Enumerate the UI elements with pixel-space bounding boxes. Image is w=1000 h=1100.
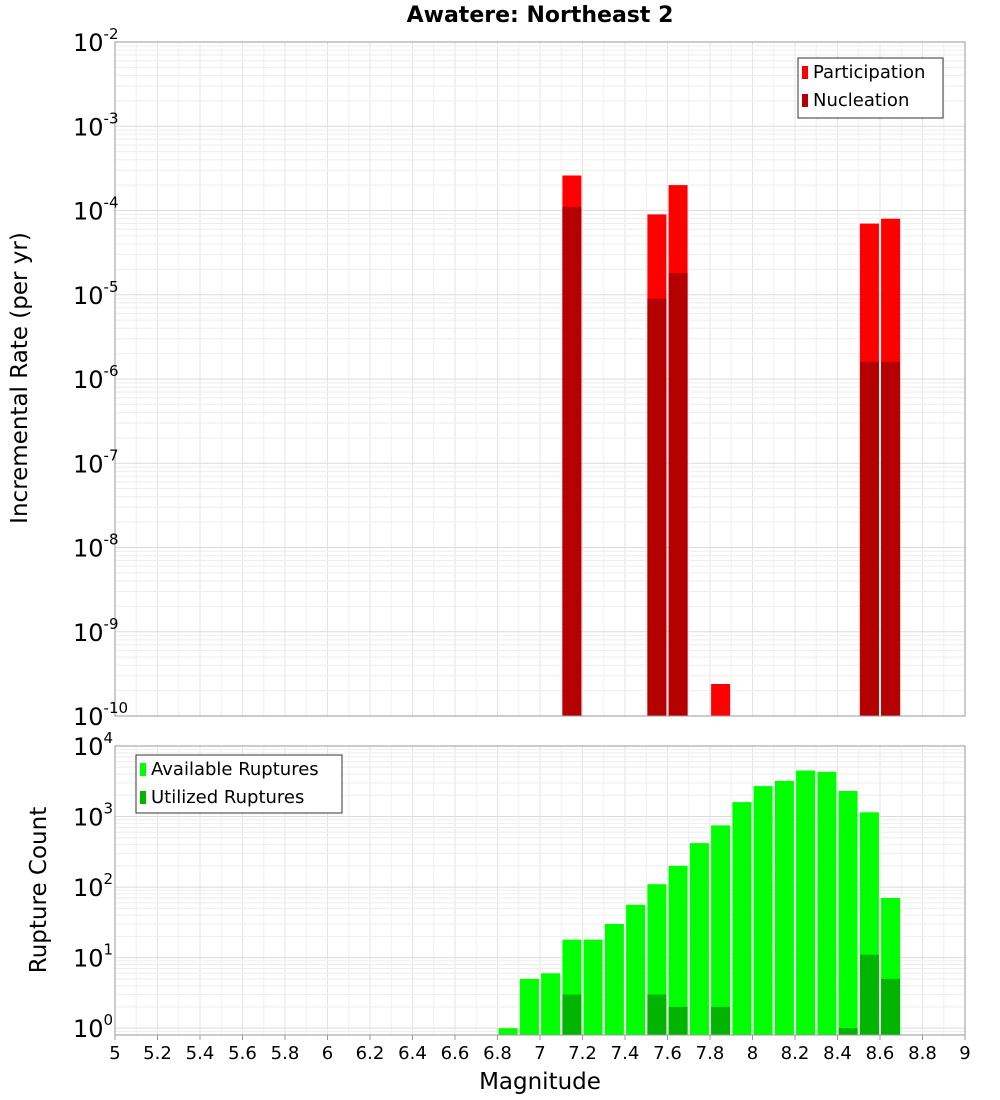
bottom-legend: Available Ruptures Utilized Ruptures	[135, 754, 343, 814]
legend-swatch	[802, 66, 808, 79]
x-tick-label: 9	[959, 1043, 970, 1064]
x-axis-title: Magnitude	[479, 1069, 601, 1095]
bottom-bar-available-ruptures	[774, 780, 794, 1035]
y-tick-label: 10-8	[73, 531, 119, 563]
legend-swatch	[140, 791, 146, 804]
bottom-bar-utilized-ruptures	[647, 994, 667, 1035]
y-tick-label: 100	[73, 1011, 113, 1043]
y-tick-label: 101	[73, 941, 113, 973]
bottom-bar-available-ruptures	[689, 843, 709, 1035]
top-bar-participation	[711, 684, 731, 716]
y-tick-label: 10-5	[73, 278, 119, 310]
y-tick-label: 10-4	[73, 194, 119, 226]
x-tick-label: 8.8	[908, 1043, 937, 1064]
top-bar-nucleation	[668, 273, 688, 716]
top-y-tick-labels: 10-10 10-9 10-8 10-7 10-6 10-5 10-4 10-3 10-2	[73, 25, 128, 731]
x-tick-label: 6.2	[356, 1043, 385, 1064]
x-tick-label: 8	[747, 1043, 758, 1064]
bottom-bar-available-ruptures	[541, 973, 561, 1035]
x-tick-labels: 5 5.2 5.4 5.6 5.8 6 6.2 6.4 6.6 6.8 7 7.2 7.4 7.6 7.8 8…	[109, 1035, 971, 1064]
legend-entry: Utilized Ruptures	[151, 787, 304, 808]
x-tick-label: 8.4	[823, 1043, 852, 1064]
bottom-y-axis-title: Rupture Count	[26, 807, 52, 973]
x-tick-label: 6	[322, 1043, 333, 1064]
x-tick-label: 7.4	[611, 1043, 640, 1064]
bottom-y-tick-labels: 100 101 102 103 104	[73, 729, 113, 1043]
legend-entry: Participation	[813, 62, 925, 83]
top-series-1	[562, 207, 901, 716]
bottom-bar-available-ruptures	[519, 978, 539, 1035]
x-tick-label: 5.8	[271, 1043, 300, 1064]
x-tick-label: 7	[534, 1043, 545, 1064]
x-tick-label: 6.4	[398, 1043, 427, 1064]
y-tick-label: 10-10	[73, 699, 128, 731]
bottom-bar-available-ruptures	[753, 786, 773, 1035]
x-tick-label: 5.4	[186, 1043, 215, 1064]
rupture-count-plot: Available Ruptures Utilized Ruptures	[114, 745, 966, 1036]
top-bar-nucleation	[647, 298, 667, 716]
top-y-axis-title: Incremental Rate (per yr)	[7, 232, 33, 524]
y-tick-label: 10-2	[73, 25, 119, 57]
y-tick-label: 10-9	[73, 615, 119, 647]
bottom-bar-available-ruptures	[583, 939, 603, 1035]
bottom-series-1	[562, 954, 901, 1035]
top-legend: Participation Nucleation	[797, 57, 944, 119]
bottom-bar-utilized-ruptures	[838, 1028, 858, 1035]
bottom-bar-available-ruptures	[796, 770, 816, 1035]
x-tick-label: 6.6	[441, 1043, 470, 1064]
bottom-bar-utilized-ruptures	[859, 954, 879, 1035]
bottom-bar-utilized-ruptures	[711, 1006, 731, 1035]
legend-swatch	[140, 763, 146, 776]
x-tick-label: 8.6	[866, 1043, 895, 1064]
y-tick-label: 10-6	[73, 362, 119, 394]
x-tick-label: 7.8	[696, 1043, 725, 1064]
bottom-bar-available-ruptures	[732, 802, 752, 1035]
top-bar-nucleation	[859, 361, 879, 716]
x-tick-label: 5.2	[143, 1043, 172, 1064]
y-tick-label: 104	[73, 729, 113, 761]
participation-nucleation-plot: Participation Nucleation	[114, 41, 966, 717]
bottom-bar-utilized-ruptures	[668, 1006, 688, 1035]
bottom-bar-available-ruptures	[498, 1028, 518, 1035]
top-plot-border	[114, 41, 966, 717]
legend-entry: Available Ruptures	[151, 759, 319, 780]
y-tick-label: 10-7	[73, 446, 119, 478]
legend-swatch	[802, 94, 808, 107]
chart-title: Awatere: Northeast 2	[407, 3, 674, 28]
bottom-bar-available-ruptures	[711, 825, 731, 1035]
x-tick-label: 6.8	[483, 1043, 512, 1064]
bottom-bar-available-ruptures	[817, 771, 837, 1035]
bottom-bar-utilized-ruptures	[562, 994, 582, 1035]
x-tick-label: 7.6	[653, 1043, 682, 1064]
legend-entry: Nucleation	[813, 90, 909, 111]
x-tick-label: 5	[109, 1043, 120, 1064]
bottom-bar-available-ruptures	[838, 791, 858, 1035]
y-tick-label: 10-3	[73, 109, 119, 141]
bottom-bar-available-ruptures	[626, 904, 646, 1035]
legend-box	[797, 57, 944, 119]
top-bar-nucleation	[881, 361, 901, 716]
bottom-bar-available-ruptures	[668, 865, 688, 1035]
top-bar-nucleation	[562, 207, 582, 716]
x-tick-label: 5.6	[228, 1043, 257, 1064]
bottom-bar-utilized-ruptures	[881, 978, 901, 1035]
bottom-bar-available-ruptures	[604, 924, 624, 1035]
y-tick-label: 103	[73, 800, 113, 832]
x-tick-label: 8.2	[781, 1043, 810, 1064]
x-tick-label: 7.2	[568, 1043, 597, 1064]
y-tick-label: 102	[73, 870, 113, 902]
top-gridlines	[114, 41, 966, 717]
legend-box	[135, 754, 343, 814]
